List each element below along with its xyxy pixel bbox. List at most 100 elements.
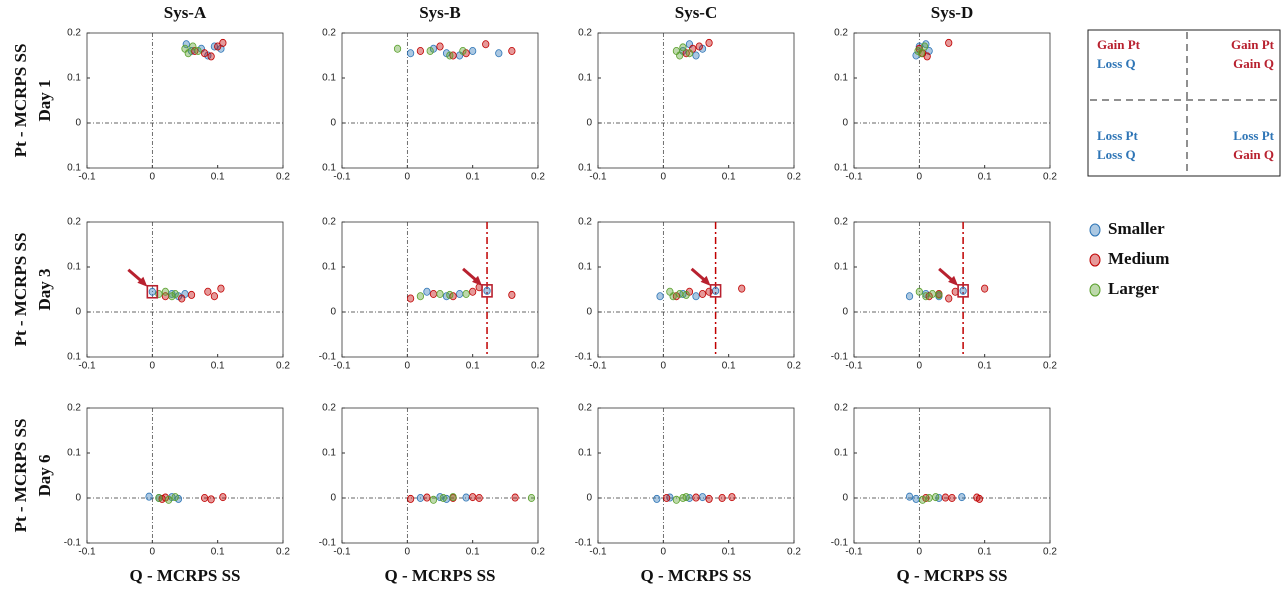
point: [495, 49, 503, 58]
point: [161, 287, 169, 296]
point: [935, 290, 943, 299]
x-tick-label: 0: [661, 547, 667, 558]
x-tick-label: -0.1: [78, 172, 96, 183]
x-tick-label: 0: [917, 172, 923, 183]
point: [455, 289, 464, 298]
y-tick-label: 0.2: [834, 403, 848, 414]
point: [406, 294, 415, 303]
arrow-head: [137, 276, 148, 287]
point: [941, 493, 950, 502]
y-tick-label: -0.1: [831, 352, 849, 363]
x-tick-label: 0.2: [1043, 547, 1057, 558]
point: [922, 292, 930, 301]
plot-frame: [853, 221, 1051, 358]
point: [189, 42, 197, 51]
x-tick-label: 0.2: [276, 361, 290, 372]
y-tick-label: -0.1: [575, 352, 593, 363]
x-tick-label: 0.2: [276, 172, 290, 183]
x-tick-label: 0.1: [722, 361, 736, 372]
point: [423, 287, 431, 296]
point: [178, 294, 186, 303]
x-tick-label: 0.1: [978, 547, 992, 558]
point: [165, 495, 173, 504]
x-tick-label: 0.1: [978, 172, 992, 183]
legend-marker: [1089, 253, 1101, 267]
y-tick-label: 0: [75, 118, 81, 129]
point: [210, 292, 218, 301]
x-tick-label: 0.2: [531, 172, 545, 183]
point: [406, 494, 415, 503]
point: [436, 42, 444, 51]
x-axis-label: Q - MCRPS SS: [385, 566, 496, 585]
y-tick-label: 0.1: [67, 73, 81, 84]
legend-label: Medium: [1108, 249, 1169, 268]
point: [958, 493, 966, 502]
highlight-box: [957, 284, 969, 298]
legend-label: Larger: [1108, 279, 1159, 298]
quadrant-text: Gain Q: [1233, 147, 1274, 162]
row-label: Day 1: [35, 79, 54, 121]
row-label: Day 3: [35, 268, 54, 310]
x-tick-label: 0.1: [722, 547, 736, 558]
y-tick-label: 0: [842, 493, 848, 504]
y-tick-label: 0: [330, 118, 336, 129]
point: [718, 493, 726, 502]
y-tick-label: 0: [842, 118, 848, 129]
y-tick-label: 0.2: [322, 217, 336, 228]
point: [923, 52, 931, 61]
point: [429, 495, 438, 504]
quadrant-frame: [1087, 29, 1281, 177]
point: [171, 493, 179, 502]
highlight-box: [709, 284, 722, 298]
y-tick-label: 0: [75, 493, 81, 504]
y-axis-label: Pt - MCRPS SS: [11, 44, 30, 158]
x-tick-label: 0.1: [211, 547, 225, 558]
point: [429, 289, 438, 298]
y-tick-label: 0.2: [322, 28, 336, 39]
x-tick-label: -0.1: [589, 361, 607, 372]
point: [145, 492, 153, 501]
point: [482, 40, 490, 49]
plot-frame: [86, 407, 284, 544]
x-tick-label: 0.1: [466, 361, 480, 372]
point: [416, 47, 424, 56]
point: [439, 493, 447, 502]
point: [201, 49, 209, 58]
y-tick-label: -0.1: [64, 538, 82, 549]
highlight-box: [146, 284, 159, 299]
point: [738, 284, 746, 293]
point: [692, 493, 700, 502]
y-tick-label: 0: [75, 307, 81, 318]
point: [695, 42, 703, 51]
point: [207, 495, 215, 504]
point: [508, 290, 516, 299]
point: [928, 289, 937, 298]
point: [905, 492, 914, 501]
point: [416, 292, 424, 301]
y-tick-label: 0.2: [834, 28, 848, 39]
point: [187, 290, 196, 299]
point: [469, 47, 477, 56]
plot-frame: [86, 221, 284, 358]
point: [207, 52, 215, 61]
y-tick-label: -0.1: [319, 538, 337, 549]
y-tick-label: 0.1: [834, 262, 848, 273]
point: [945, 38, 953, 47]
plot-frame: [597, 407, 795, 544]
column-title: Sys-B: [419, 3, 461, 22]
point: [920, 42, 929, 51]
x-tick-label: 0: [405, 547, 411, 558]
y-tick-label: -0.1: [319, 352, 337, 363]
point: [469, 493, 477, 502]
y-tick-label: 0: [586, 307, 592, 318]
point: [462, 289, 470, 298]
point: [692, 292, 700, 301]
x-tick-label: 0.1: [466, 547, 480, 558]
point: [219, 38, 227, 47]
point: [728, 493, 736, 502]
y-tick-label: 0.2: [322, 403, 336, 414]
point: [406, 49, 415, 58]
point: [446, 290, 454, 299]
point: [171, 289, 179, 298]
